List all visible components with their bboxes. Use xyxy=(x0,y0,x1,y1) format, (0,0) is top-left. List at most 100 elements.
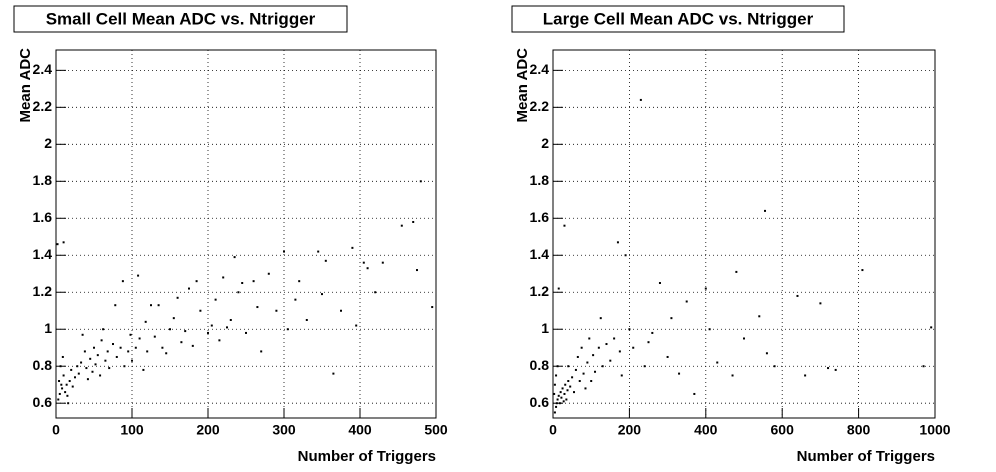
point xyxy=(340,309,342,312)
point xyxy=(704,287,707,290)
y-tick-label: 1.6 xyxy=(33,209,53,225)
point xyxy=(60,383,63,386)
y-tick-label: 2 xyxy=(541,135,549,151)
point xyxy=(332,372,335,375)
point xyxy=(176,296,179,299)
point xyxy=(241,282,244,285)
point xyxy=(283,250,285,253)
point xyxy=(324,259,327,262)
point xyxy=(233,256,236,259)
x-tick-label: 400 xyxy=(348,422,372,438)
point xyxy=(605,343,608,346)
point xyxy=(137,274,140,277)
point xyxy=(102,328,105,331)
point xyxy=(65,383,68,386)
point xyxy=(571,376,574,379)
y-tick-label: 1.8 xyxy=(33,172,53,188)
point xyxy=(400,224,403,227)
point xyxy=(643,365,646,368)
point xyxy=(584,387,587,390)
point xyxy=(77,372,80,375)
point xyxy=(588,337,591,340)
point xyxy=(83,350,86,353)
x-axis-title: Number of Triggers xyxy=(797,448,935,465)
point xyxy=(71,385,74,388)
point xyxy=(819,302,822,305)
point xyxy=(146,350,149,353)
point xyxy=(61,355,64,358)
point xyxy=(628,328,631,331)
point xyxy=(564,383,567,386)
x-tick-label: 600 xyxy=(771,422,795,438)
point xyxy=(138,337,141,340)
point xyxy=(245,331,247,334)
point xyxy=(735,270,738,273)
y-tick-label: 2.2 xyxy=(530,98,550,114)
point xyxy=(62,241,65,244)
y-tick-label: 0.8 xyxy=(530,357,550,373)
x-tick-label: 800 xyxy=(847,422,871,438)
point xyxy=(169,328,171,331)
point xyxy=(260,350,263,353)
point xyxy=(731,374,734,377)
point xyxy=(574,368,577,371)
point xyxy=(765,352,768,355)
point xyxy=(431,306,434,309)
y-tick-label: 1.4 xyxy=(530,246,550,262)
point xyxy=(555,405,558,408)
point xyxy=(565,398,568,401)
point xyxy=(561,387,564,390)
point xyxy=(557,394,560,397)
plot-frame xyxy=(552,49,936,419)
y-tick-label: 1.4 xyxy=(33,246,53,262)
point xyxy=(366,267,369,270)
y-tick-label: 0.6 xyxy=(33,394,53,410)
point xyxy=(214,298,217,301)
point xyxy=(556,365,559,368)
y-tick-label: 1.2 xyxy=(530,283,550,299)
y-tick-label: 2.2 xyxy=(33,98,53,114)
point xyxy=(112,343,114,346)
point xyxy=(115,355,118,358)
point xyxy=(305,318,308,321)
point xyxy=(252,280,255,283)
point xyxy=(91,370,94,373)
point xyxy=(57,398,60,401)
point xyxy=(62,374,65,377)
point xyxy=(381,261,384,264)
y-tick-label: 1 xyxy=(541,320,549,336)
point xyxy=(666,355,669,358)
point xyxy=(195,280,198,283)
point xyxy=(68,380,71,383)
point xyxy=(275,309,278,312)
plot: Small Cell Mean ADC vs. Ntrigger 0.6 0.8 1 1… xyxy=(13,5,448,465)
point xyxy=(553,383,556,386)
point xyxy=(618,350,621,353)
point xyxy=(597,346,600,349)
y-tick-label: 1 xyxy=(44,320,52,336)
title-box xyxy=(13,5,348,33)
point xyxy=(708,328,711,331)
point xyxy=(616,241,619,244)
x-axis-title: Number of Triggers xyxy=(298,448,436,465)
point xyxy=(419,180,422,183)
plot-frame xyxy=(55,49,437,419)
point xyxy=(188,287,190,290)
x-tick-label: 200 xyxy=(618,422,642,438)
point xyxy=(89,357,92,360)
y-axis-title: Mean ADC xyxy=(514,48,531,123)
point xyxy=(56,243,59,246)
point xyxy=(121,280,124,283)
point xyxy=(560,396,563,399)
point xyxy=(123,365,126,368)
point xyxy=(586,361,589,364)
y-tick-label: 0.6 xyxy=(530,394,550,410)
point xyxy=(555,374,558,377)
y-tick-label: 0.8 xyxy=(33,357,53,373)
point xyxy=(556,398,559,401)
point xyxy=(70,368,73,371)
point xyxy=(555,402,558,405)
point xyxy=(114,304,117,307)
chart-title: Large Cell Mean ADC vs. Ntrigger xyxy=(543,9,814,28)
point xyxy=(191,344,194,347)
